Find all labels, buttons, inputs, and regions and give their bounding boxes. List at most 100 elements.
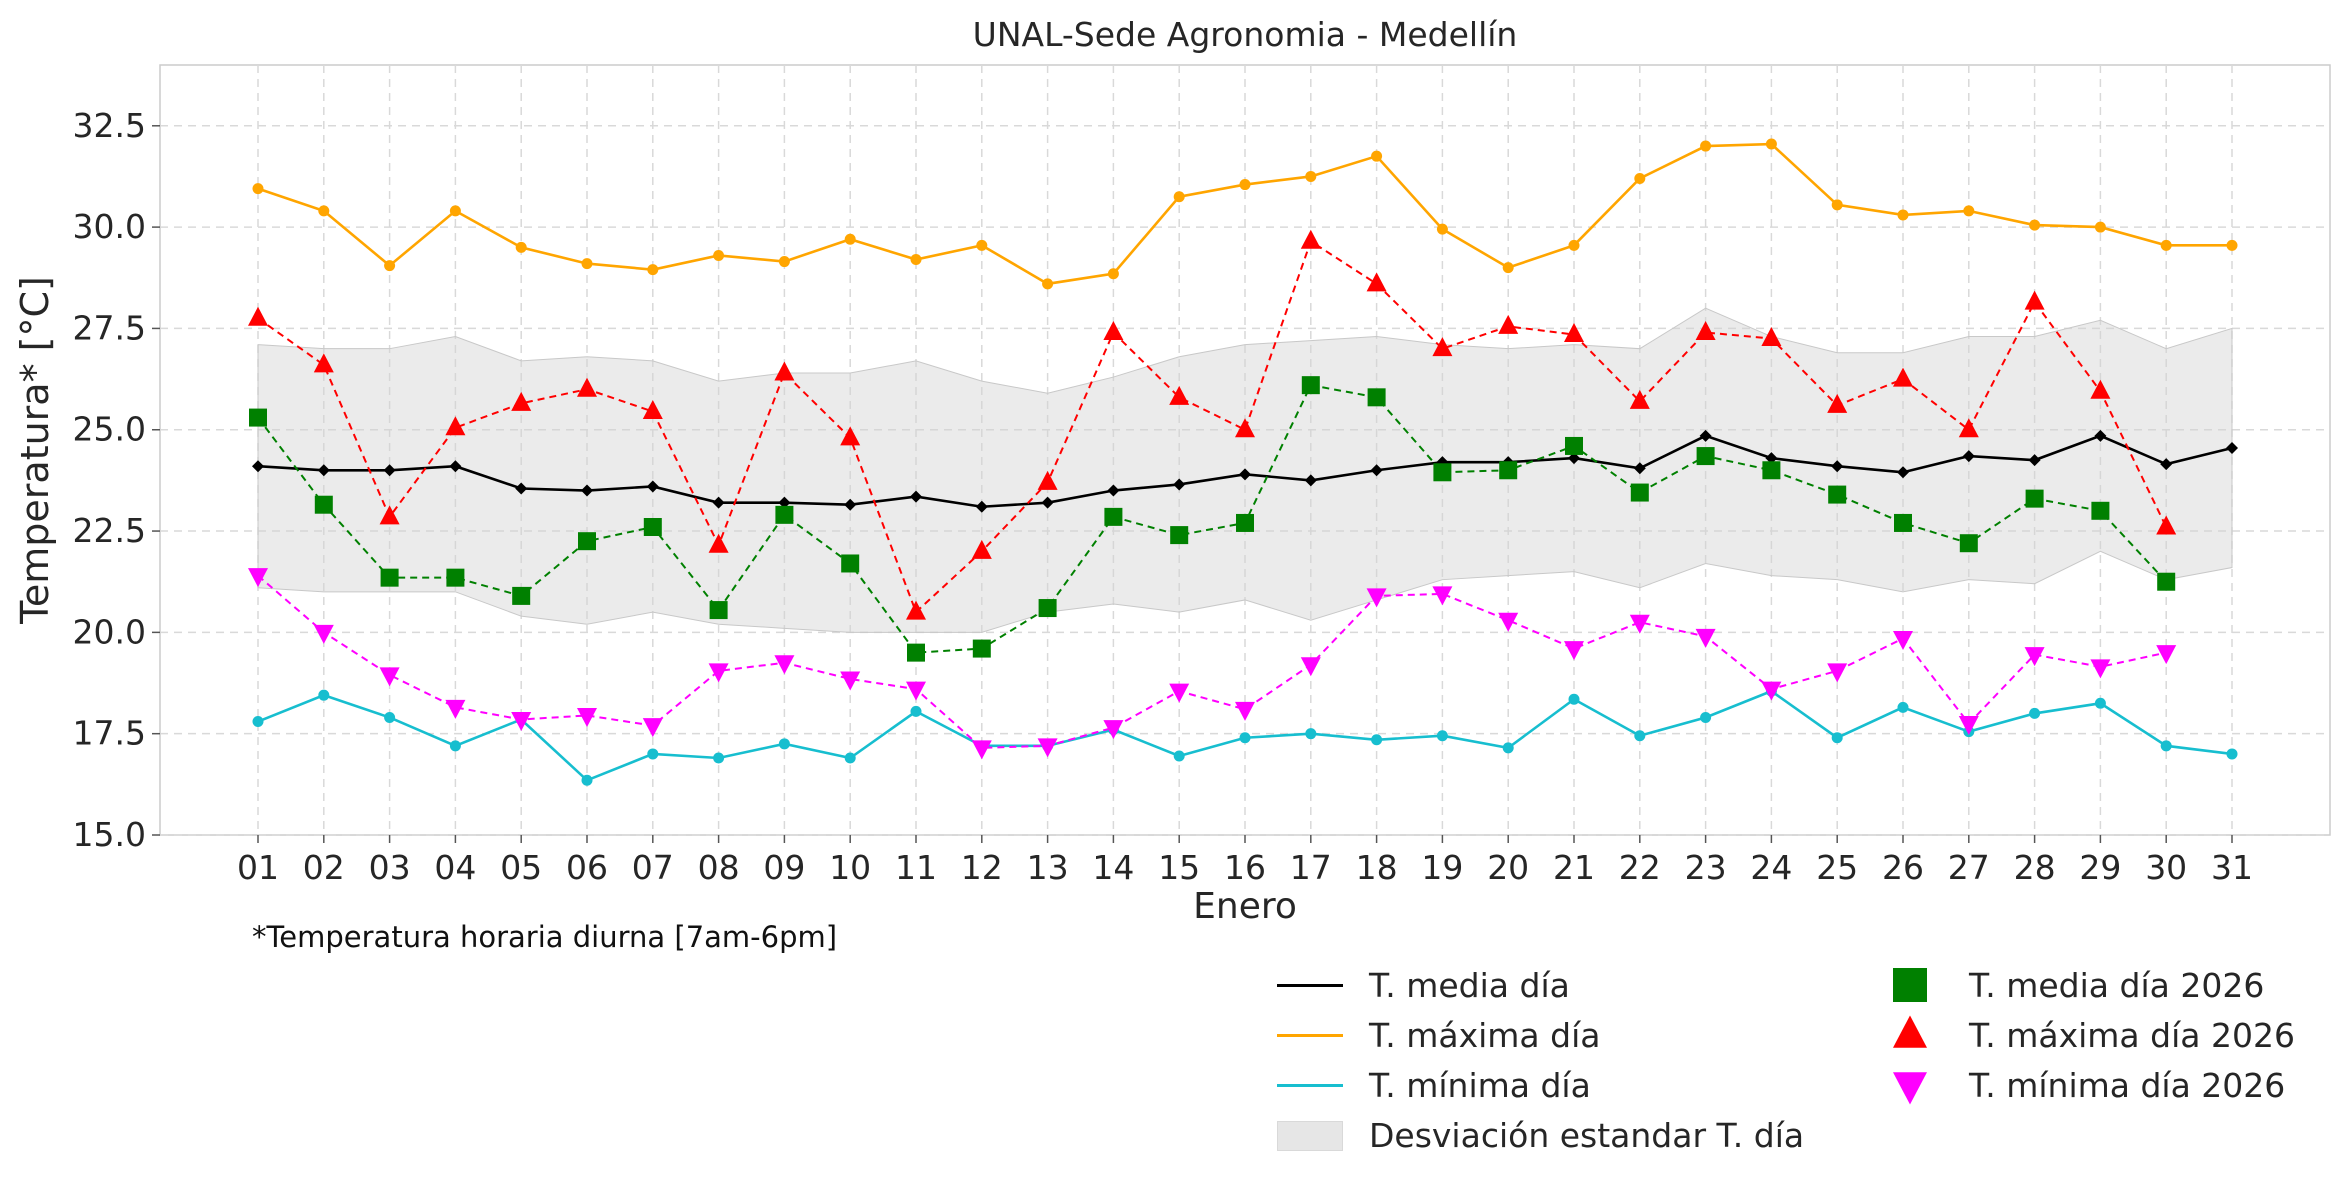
x-tick-label: 06 [566, 848, 608, 887]
data-point [2226, 239, 2238, 251]
data-point [1634, 730, 1646, 742]
data-point [313, 624, 334, 644]
data-point [2029, 219, 2041, 231]
data-point [778, 256, 790, 268]
data-point [2029, 707, 2041, 719]
data-point [1038, 599, 1057, 618]
data-point [1893, 630, 1913, 650]
legend-swatch [1875, 1065, 1945, 1105]
series-line [257, 239, 2168, 614]
chart-title: UNAL-Sede Agronomia - Medellín [973, 15, 1518, 54]
data-point [2156, 515, 2177, 535]
data-point [1300, 657, 1321, 677]
data-point [1765, 138, 1777, 150]
legend-item: T. media día [1275, 965, 1570, 1005]
legend-item: T. máxima día 2026 [1875, 1015, 2295, 1055]
data-point [841, 554, 860, 573]
x-tick-label: 09 [763, 848, 805, 887]
data-point [1104, 507, 1123, 526]
data-point [2028, 454, 2041, 467]
y-tick-label: 22.5 [73, 511, 146, 550]
data-point [840, 426, 861, 446]
data-point [1103, 720, 1124, 740]
legend-marker [1893, 968, 1927, 1002]
data-point [2091, 501, 2110, 520]
data-point [712, 496, 725, 509]
data-point [1239, 732, 1251, 744]
data-point [1300, 229, 1321, 249]
data-point [971, 740, 992, 760]
data-point [774, 361, 795, 381]
data-point [1765, 452, 1778, 465]
data-point [1695, 320, 1716, 340]
x-tick-label: 18 [1356, 848, 1398, 887]
data-point [318, 689, 330, 701]
data-point [1173, 191, 1185, 203]
data-point [647, 748, 659, 760]
data-point [2160, 239, 2172, 251]
chart-footnote: *Temperatura horaria diurna [7am-6pm] [252, 920, 838, 954]
data-point [1301, 376, 1320, 395]
x-tick-label: 31 [2211, 848, 2253, 887]
data-point [512, 586, 531, 605]
data-point [1235, 418, 1255, 438]
x-tick-label: 25 [1816, 848, 1858, 887]
data-point [1107, 268, 1119, 280]
data-point [446, 568, 465, 587]
data-point [1696, 447, 1715, 466]
data-point [581, 774, 593, 786]
x-tick-label: 28 [2014, 848, 2056, 887]
data-point [1831, 732, 1843, 744]
series-0 [252, 429, 2238, 513]
legend-item: T. media día 2026 [1875, 965, 2264, 1005]
data-point [1239, 179, 1251, 191]
data-point [642, 400, 663, 419]
data-point [778, 496, 791, 509]
data-point [907, 643, 925, 662]
legend-label: T. mínima día 2026 [1969, 1065, 2286, 1105]
data-point [642, 718, 663, 738]
data-point [1568, 452, 1580, 465]
data-point [709, 601, 728, 620]
data-point [577, 707, 597, 727]
data-point [844, 233, 856, 245]
data-point [2160, 458, 2173, 471]
data-point [713, 249, 725, 261]
data-point [775, 505, 794, 524]
data-point [2226, 748, 2238, 760]
data-point [708, 663, 729, 683]
data-point [578, 532, 596, 551]
legend-label: T. media día [1369, 965, 1570, 1005]
y-tick-label: 15.0 [73, 815, 146, 854]
legend-label: T. media día 2026 [1969, 965, 2265, 1005]
data-point [313, 353, 334, 373]
data-point [252, 183, 264, 195]
data-point [844, 752, 856, 764]
series-4 [248, 229, 2177, 620]
data-point [1695, 628, 1716, 648]
y-tick-label: 32.5 [73, 106, 146, 145]
data-point [1305, 170, 1317, 182]
data-point [2090, 659, 2111, 679]
data-point [840, 671, 861, 691]
data-point [1629, 614, 1650, 634]
data-point [1827, 663, 1848, 683]
data-point [1103, 320, 1124, 340]
legend-item: T. mínima día [1275, 1065, 1591, 1105]
legend-marker [1893, 1072, 1927, 1105]
data-point [511, 391, 532, 411]
data-point [252, 716, 264, 728]
legend-label: T. máxima día 2026 [1969, 1015, 2295, 1055]
data-point [1634, 172, 1646, 184]
data-point [906, 600, 926, 620]
legend-label: Desviación estandar T. día [1369, 1115, 1805, 1155]
data-point [1963, 205, 1975, 217]
y-tick-label: 20.0 [73, 612, 146, 651]
data-point [708, 533, 729, 553]
data-point [647, 264, 659, 276]
data-point [1568, 693, 1580, 705]
data-point [1564, 323, 1584, 342]
legend-swatch [1275, 965, 1345, 1005]
data-point [1761, 327, 1782, 347]
